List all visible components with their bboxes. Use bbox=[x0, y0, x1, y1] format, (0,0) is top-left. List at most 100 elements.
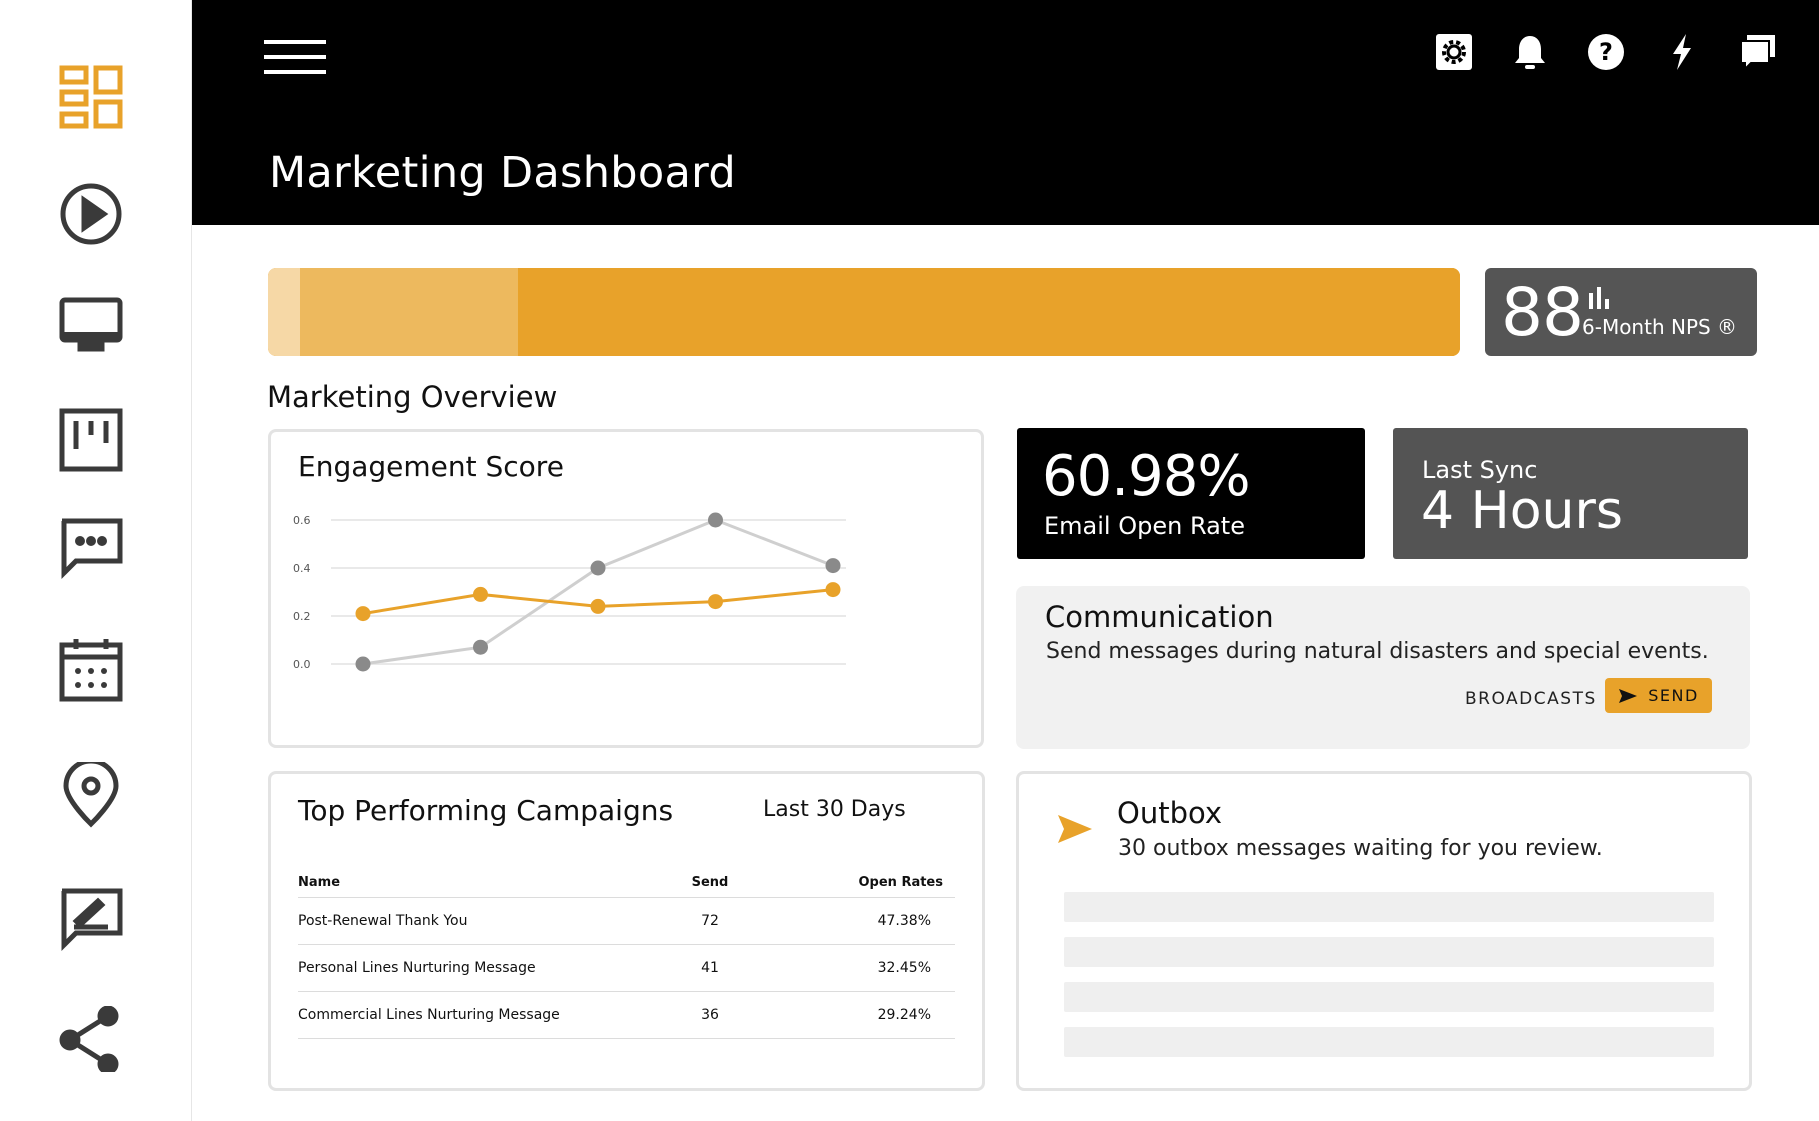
communication-card: Communication Send messages during natur… bbox=[1016, 586, 1750, 749]
bar-chart-icon bbox=[1589, 287, 1609, 309]
broadcasts-link[interactable]: BROADCASTS bbox=[1465, 689, 1597, 709]
campaigns-card: Top Performing Campaigns Last 30 Days Na… bbox=[268, 771, 985, 1091]
sidebar-item-kanban[interactable] bbox=[56, 405, 126, 475]
data-point-series-1[interactable] bbox=[825, 558, 841, 574]
top-icon-bar: ? bbox=[1435, 30, 1777, 74]
page-title: Marketing Dashboard bbox=[269, 148, 736, 198]
y-tick-label: 0.4 bbox=[293, 562, 311, 575]
campaign-send: 41 bbox=[665, 944, 755, 992]
send-icon bbox=[1619, 688, 1638, 703]
data-point-series-2[interactable] bbox=[355, 606, 371, 622]
send-button[interactable]: SEND bbox=[1605, 678, 1712, 713]
notifications-button[interactable] bbox=[1511, 30, 1549, 74]
dashboard-icon bbox=[59, 65, 123, 129]
quick-actions-button[interactable] bbox=[1663, 30, 1701, 74]
send-label: SEND bbox=[1648, 686, 1699, 705]
lightning-icon bbox=[1673, 34, 1691, 70]
column-header-name: Name bbox=[298, 868, 665, 898]
sidebar-item-calendar[interactable] bbox=[56, 635, 126, 705]
engagement-title: Engagement Score bbox=[298, 450, 564, 483]
data-point-series-2[interactable] bbox=[590, 598, 606, 614]
calendar-icon bbox=[59, 639, 123, 702]
play-icon bbox=[60, 183, 122, 245]
nps-card: 88 6-Month NPS ® bbox=[1485, 268, 1757, 356]
outbox-message-placeholder[interactable] bbox=[1064, 937, 1714, 967]
campaign-send: 72 bbox=[665, 897, 755, 945]
column-header-send: Send bbox=[665, 868, 755, 898]
campaigns-title: Top Performing Campaigns bbox=[298, 794, 674, 827]
sidebar-item-signature[interactable] bbox=[56, 885, 126, 955]
email-open-rate-label: Email Open Rate bbox=[1044, 512, 1245, 540]
sidebar-item-dashboard[interactable] bbox=[56, 62, 126, 132]
share-icon bbox=[59, 1006, 119, 1072]
progress-segment-2 bbox=[300, 268, 519, 356]
signature-icon bbox=[61, 888, 123, 952]
email-open-rate-card: 60.98% Email Open Rate bbox=[1017, 428, 1365, 559]
engagement-card: Engagement Score 0.0 0.2 0.4 0.6 bbox=[268, 429, 984, 748]
engagement-chart: 0.0 0.2 0.4 0.6 bbox=[293, 512, 846, 672]
bell-icon bbox=[1515, 36, 1545, 69]
data-point-series-1[interactable] bbox=[473, 639, 488, 655]
campaign-send: 36 bbox=[665, 991, 755, 1039]
help-icon: ? bbox=[1588, 34, 1624, 70]
data-point-series-1[interactable] bbox=[355, 656, 371, 672]
communication-title: Communication bbox=[1045, 600, 1274, 634]
outbox-card: Outbox 30 outbox messages waiting for yo… bbox=[1016, 771, 1752, 1091]
campaign-name: Commercial Lines Nurturing Message bbox=[298, 991, 665, 1039]
campaign-open-rate: 32.45% bbox=[755, 944, 955, 992]
sidebar-item-monitor[interactable] bbox=[56, 292, 126, 362]
progress-segment-1 bbox=[268, 268, 301, 356]
campaign-open-rate: 29.24% bbox=[755, 991, 955, 1039]
communication-description: Send messages during natural disasters a… bbox=[1046, 639, 1709, 664]
section-title: Marketing Overview bbox=[267, 380, 558, 414]
outbox-title: Outbox bbox=[1117, 796, 1222, 830]
messages-icon bbox=[1740, 35, 1775, 71]
messages-button[interactable] bbox=[1739, 30, 1777, 74]
kanban-icon bbox=[59, 408, 123, 472]
data-point-series-1[interactable] bbox=[590, 560, 606, 576]
last-sync-value: 4 Hours bbox=[1421, 481, 1623, 541]
y-tick-label: 0.6 bbox=[293, 514, 311, 527]
date-range-selector[interactable]: Last 30 Days bbox=[763, 797, 906, 822]
table-header-row: Name Send Open Rates bbox=[298, 868, 955, 898]
outbox-message-placeholder[interactable] bbox=[1064, 982, 1714, 1012]
settings-button[interactable] bbox=[1435, 30, 1473, 74]
table-row[interactable]: Commercial Lines Nurturing Message 36 29… bbox=[298, 991, 955, 1039]
series-line-1 bbox=[362, 518, 834, 666]
data-point-series-1[interactable] bbox=[708, 512, 723, 528]
location-icon bbox=[63, 762, 119, 828]
svg-text:?: ? bbox=[1599, 38, 1613, 66]
column-header-open-rates: Open Rates bbox=[755, 868, 955, 898]
send-icon bbox=[1058, 815, 1092, 843]
data-point-series-2[interactable] bbox=[473, 586, 488, 602]
top-bar: ? Marketing Dashboard bbox=[192, 0, 1819, 225]
outbox-message-placeholder[interactable] bbox=[1064, 892, 1714, 922]
nps-label: 6-Month NPS ® bbox=[1582, 315, 1738, 339]
sidebar-item-play[interactable] bbox=[56, 179, 126, 249]
sidebar-item-chat[interactable] bbox=[56, 513, 126, 583]
progress-segment-3 bbox=[518, 268, 1460, 356]
data-point-series-2[interactable] bbox=[708, 594, 723, 610]
last-sync-label: Last Sync bbox=[1422, 456, 1538, 484]
sidebar-item-location[interactable] bbox=[56, 760, 126, 830]
table-row[interactable]: Post-Renewal Thank You 72 47.38% bbox=[298, 897, 955, 945]
y-tick-label: 0.0 bbox=[293, 658, 311, 671]
campaign-open-rate: 47.38% bbox=[755, 897, 955, 945]
menu-icon[interactable] bbox=[264, 40, 326, 80]
y-tick-label: 0.2 bbox=[293, 610, 311, 623]
outbox-message-placeholder[interactable] bbox=[1064, 1027, 1714, 1057]
nps-value: 88 bbox=[1501, 274, 1584, 351]
sidebar-item-share[interactable] bbox=[56, 1004, 126, 1074]
outbox-description: 30 outbox messages waiting for you revie… bbox=[1118, 836, 1603, 861]
campaigns-table: Name Send Open Rates Post-Renewal Thank … bbox=[298, 868, 955, 1039]
email-open-rate-value: 60.98% bbox=[1042, 444, 1251, 509]
campaign-name: Post-Renewal Thank You bbox=[298, 897, 665, 945]
data-point-series-2[interactable] bbox=[825, 582, 841, 598]
last-sync-card: Last Sync 4 Hours bbox=[1393, 428, 1748, 559]
chat-icon bbox=[61, 518, 123, 580]
table-row[interactable]: Personal Lines Nurturing Message 41 32.4… bbox=[298, 944, 955, 992]
sidebar bbox=[0, 0, 192, 1121]
main-content: 88 6-Month NPS ® Marketing Overview Enga… bbox=[192, 225, 1819, 1121]
help-button[interactable]: ? bbox=[1587, 30, 1625, 74]
progress-bar bbox=[268, 268, 1460, 356]
